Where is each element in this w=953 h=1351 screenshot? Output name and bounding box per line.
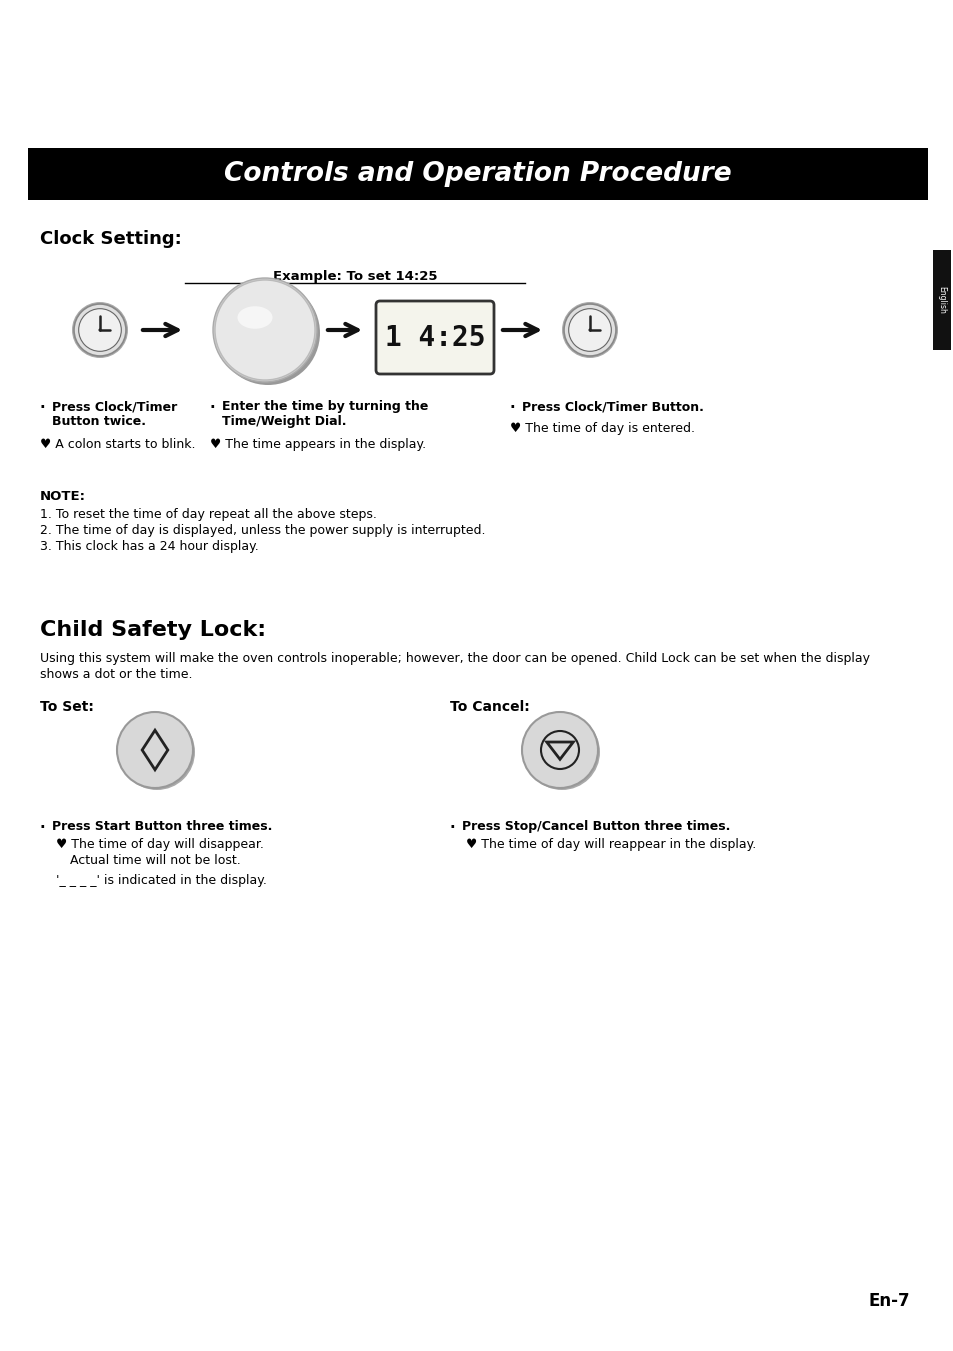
FancyBboxPatch shape xyxy=(932,250,950,350)
Text: Example: To set 14:25: Example: To set 14:25 xyxy=(273,270,436,282)
Text: Enter the time by turning the
Time/Weight Dial.: Enter the time by turning the Time/Weigh… xyxy=(222,400,428,428)
Circle shape xyxy=(588,328,591,331)
Circle shape xyxy=(78,308,121,351)
Text: Press Clock/Timer Button.: Press Clock/Timer Button. xyxy=(521,400,703,413)
Circle shape xyxy=(74,304,126,357)
Text: To Set:: To Set: xyxy=(40,700,93,713)
Text: Press Stop/Cancel Button three times.: Press Stop/Cancel Button three times. xyxy=(461,820,730,834)
Circle shape xyxy=(523,713,599,790)
Circle shape xyxy=(214,280,314,380)
Text: ·: · xyxy=(40,820,46,835)
Text: English: English xyxy=(937,286,945,313)
Text: NOTE:: NOTE: xyxy=(40,490,86,503)
Circle shape xyxy=(98,328,101,331)
Text: ♥ A colon starts to blink.: ♥ A colon starts to blink. xyxy=(40,438,195,451)
Text: Child Safety Lock:: Child Safety Lock: xyxy=(40,620,266,640)
Circle shape xyxy=(561,303,618,358)
FancyBboxPatch shape xyxy=(28,149,927,200)
FancyBboxPatch shape xyxy=(375,301,494,374)
Ellipse shape xyxy=(237,307,273,328)
Circle shape xyxy=(119,713,194,790)
Text: '_ _ _ _' is indicated in the display.: '_ _ _ _' is indicated in the display. xyxy=(56,874,267,888)
Text: Press Clock/Timer
Button twice.: Press Clock/Timer Button twice. xyxy=(52,400,177,428)
Text: To Cancel:: To Cancel: xyxy=(450,700,529,713)
Circle shape xyxy=(521,712,598,788)
Circle shape xyxy=(71,303,128,358)
Text: Clock Setting:: Clock Setting: xyxy=(40,230,182,249)
Circle shape xyxy=(563,304,616,357)
Text: En-7: En-7 xyxy=(867,1292,909,1310)
Text: 1. To reset the time of day repeat all the above steps.: 1. To reset the time of day repeat all t… xyxy=(40,508,376,521)
Text: ♥ The time of day will reappear in the display.: ♥ The time of day will reappear in the d… xyxy=(465,838,756,851)
Text: 3. This clock has a 24 hour display.: 3. This clock has a 24 hour display. xyxy=(40,540,258,553)
Text: Using this system will make the oven controls inoperable; however, the door can : Using this system will make the oven con… xyxy=(40,653,869,665)
Text: ♥ The time appears in the display.: ♥ The time appears in the display. xyxy=(210,438,426,451)
Text: ♥ The time of day will disappear.: ♥ The time of day will disappear. xyxy=(56,838,264,851)
Text: Press Start Button three times.: Press Start Button three times. xyxy=(52,820,273,834)
Text: 2. The time of day is displayed, unless the power supply is interrupted.: 2. The time of day is displayed, unless … xyxy=(40,524,485,536)
Circle shape xyxy=(215,281,319,385)
Text: ♥ The time of day is entered.: ♥ The time of day is entered. xyxy=(510,422,695,435)
Circle shape xyxy=(213,278,316,382)
Circle shape xyxy=(117,712,193,788)
Text: ·: · xyxy=(40,400,46,415)
Text: Controls and Operation Procedure: Controls and Operation Procedure xyxy=(224,161,731,186)
Text: ·: · xyxy=(210,400,215,415)
Text: ·: · xyxy=(450,820,456,835)
Text: shows a dot or the time.: shows a dot or the time. xyxy=(40,667,193,681)
Text: 1 4:25: 1 4:25 xyxy=(384,323,485,351)
Circle shape xyxy=(568,308,611,351)
Text: Actual time will not be lost.: Actual time will not be lost. xyxy=(70,854,240,867)
Text: ·: · xyxy=(510,400,515,415)
